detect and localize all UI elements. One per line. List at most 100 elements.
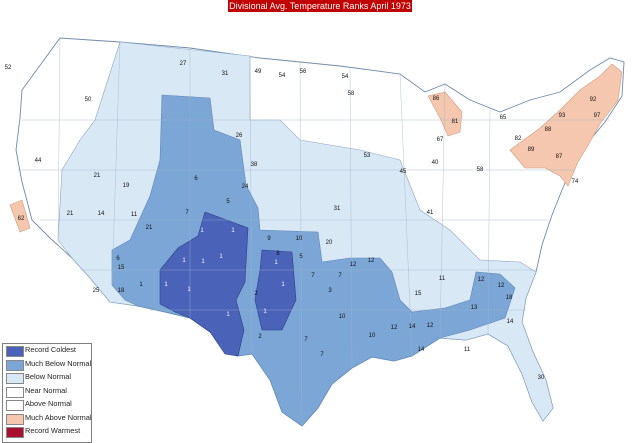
- much-above-normal-ca: [9, 199, 31, 233]
- division-rank-label: 30: [538, 375, 545, 381]
- division-rank-label: 21: [67, 211, 74, 217]
- division-rank-label: 18: [118, 288, 125, 294]
- legend-swatch: [6, 386, 24, 398]
- division-rank-label: 11: [464, 347, 471, 353]
- division-rank-label: 49: [255, 69, 262, 75]
- legend-item: Near Normal: [3, 385, 91, 399]
- division-rank-label: 1: [187, 287, 191, 293]
- division-rank-label: 12: [478, 277, 485, 283]
- legend-label: Much Below Normal: [25, 358, 92, 368]
- legend-swatch: [6, 427, 24, 438]
- division-rank-label: 12: [368, 258, 375, 264]
- division-rank-label: 97: [594, 113, 601, 119]
- division-rank-label: 1: [274, 260, 278, 266]
- map-title: Divisional Avg. Temperature Ranks April …: [228, 0, 412, 12]
- legend: Record Coldest Much Below Normal Below Nor…: [2, 343, 92, 443]
- division-rank-label: 62: [18, 216, 25, 222]
- division-rank-label: 52: [5, 65, 12, 71]
- division-rank-label: 25: [93, 288, 100, 294]
- legend-swatch: [6, 346, 24, 357]
- division-rank-label: 88: [545, 127, 552, 133]
- division-rank-label: 19: [123, 183, 130, 189]
- division-rank-label: 26: [236, 133, 243, 139]
- division-rank-label: 44: [35, 158, 42, 164]
- division-rank-label: 20: [326, 240, 333, 246]
- much-above-normal-ne: [509, 63, 623, 187]
- division-rank-label: 11: [439, 276, 446, 282]
- legend-item: Record Warmest: [3, 425, 91, 439]
- division-rank-label: 41: [427, 210, 434, 216]
- legend-label: Record Coldest: [25, 345, 76, 354]
- division-rank-label: 2: [258, 334, 262, 340]
- division-rank-label: 21: [94, 173, 101, 179]
- division-rank-label: 10: [339, 314, 346, 320]
- division-rank-label: 58: [477, 167, 484, 173]
- division-rank-label: 58: [348, 91, 355, 97]
- division-rank-label: 38: [251, 162, 258, 168]
- legend-swatch: [6, 413, 24, 425]
- legend-item: Much Below Normal: [3, 358, 91, 372]
- division-rank-label: 82: [515, 136, 522, 142]
- division-rank-label: 12: [498, 283, 505, 289]
- division-rank-label: 5: [226, 199, 230, 205]
- legend-item: Below Normal: [3, 371, 91, 385]
- division-rank-label: 2: [254, 291, 258, 297]
- division-rank-label: 7: [185, 210, 189, 216]
- division-rank-label: 1: [281, 282, 285, 288]
- division-rank-label: 6: [194, 176, 198, 182]
- division-rank-label: 31: [334, 206, 341, 212]
- division-rank-label: 45: [400, 169, 407, 175]
- division-rank-label: 31: [222, 71, 229, 77]
- division-rank-label: 1: [219, 254, 223, 260]
- division-rank-label: 1: [201, 259, 205, 265]
- legend-item: Much Above Normal: [3, 412, 92, 426]
- division-rank-label: 7: [320, 352, 324, 358]
- division-rank-label: 40: [432, 160, 439, 166]
- division-rank-label: 89: [528, 147, 535, 153]
- division-rank-label: 1: [200, 228, 204, 234]
- division-rank-label: 7: [304, 337, 308, 343]
- division-rank-label: 1: [231, 228, 235, 234]
- division-rank-label: 6: [116, 256, 120, 262]
- division-rank-label: 12: [391, 325, 398, 331]
- division-rank-label: 1: [139, 282, 143, 288]
- legend-label: Above Normal: [25, 399, 72, 408]
- division-rank-label: 14: [507, 319, 514, 325]
- division-rank-label: 92: [590, 97, 597, 103]
- legend-swatch: [6, 373, 24, 384]
- legend-item: Above Normal: [3, 398, 91, 412]
- division-rank-label: 12: [427, 323, 434, 329]
- division-rank-label: 18: [506, 295, 513, 301]
- much-below-normal-region: [111, 94, 516, 427]
- division-rank-label: 27: [180, 61, 187, 67]
- division-rank-label: 13: [471, 305, 478, 311]
- division-rank-label: 53: [364, 153, 371, 159]
- division-rank-label: 14: [409, 324, 416, 330]
- division-rank-label: 81: [452, 119, 459, 125]
- division-rank-label: 5: [299, 254, 303, 260]
- division-rank-label: 87: [556, 154, 563, 160]
- division-rank-label: 11: [131, 212, 138, 218]
- division-rank-label: 7: [311, 273, 315, 279]
- division-rank-label: 54: [342, 74, 349, 80]
- division-rank-label: 8: [276, 251, 280, 257]
- legend-label: Much Above Normal: [25, 412, 92, 422]
- division-rank-label: 1: [164, 282, 168, 288]
- division-rank-label: 1: [263, 309, 267, 315]
- division-rank-label: 7: [338, 273, 342, 279]
- division-rank-label: 3: [328, 288, 332, 294]
- division-rank-label: 21: [146, 225, 153, 231]
- division-rank-label: 67: [437, 137, 444, 143]
- division-rank-label: 86: [433, 96, 440, 102]
- division-rank-label: 24: [242, 184, 249, 190]
- legend-item: Record Coldest: [3, 344, 91, 358]
- division-rank-label: 93: [559, 113, 566, 119]
- division-rank-label: 14: [418, 347, 425, 353]
- division-rank-label: 15: [118, 265, 125, 271]
- division-rank-label: 50: [85, 97, 92, 103]
- legend-label: Near Normal: [25, 385, 67, 395]
- division-rank-label: 54: [279, 73, 286, 79]
- division-rank-label: 10: [369, 333, 376, 339]
- division-rank-label: 1: [182, 258, 186, 264]
